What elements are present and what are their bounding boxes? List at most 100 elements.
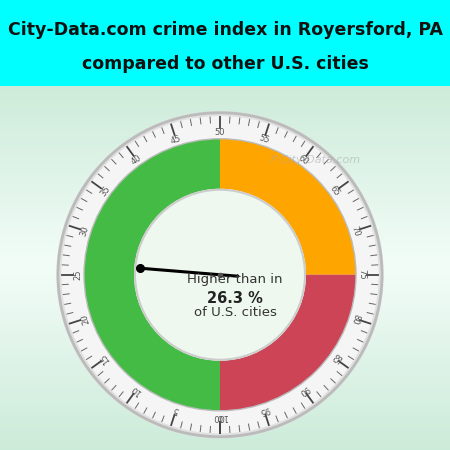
FancyBboxPatch shape <box>0 268 450 271</box>
FancyBboxPatch shape <box>0 446 450 450</box>
FancyBboxPatch shape <box>0 432 450 435</box>
FancyBboxPatch shape <box>0 108 450 111</box>
Text: 0: 0 <box>217 412 223 421</box>
FancyBboxPatch shape <box>0 424 450 428</box>
FancyBboxPatch shape <box>0 388 450 392</box>
Text: 20: 20 <box>79 312 91 325</box>
FancyBboxPatch shape <box>0 166 450 170</box>
FancyBboxPatch shape <box>0 140 450 144</box>
FancyBboxPatch shape <box>0 235 450 238</box>
FancyBboxPatch shape <box>0 330 450 333</box>
FancyBboxPatch shape <box>0 104 450 108</box>
Text: City-Data.com crime index in Royersford, PA: City-Data.com crime index in Royersford,… <box>8 21 442 39</box>
FancyBboxPatch shape <box>0 374 450 377</box>
Text: 100: 100 <box>212 412 228 421</box>
FancyBboxPatch shape <box>0 279 450 282</box>
FancyBboxPatch shape <box>0 355 450 359</box>
FancyBboxPatch shape <box>0 344 450 348</box>
FancyBboxPatch shape <box>0 286 450 290</box>
Text: 25: 25 <box>73 270 82 280</box>
Text: 35: 35 <box>99 184 112 198</box>
Text: 80: 80 <box>349 312 361 325</box>
FancyBboxPatch shape <box>0 381 450 384</box>
FancyBboxPatch shape <box>0 271 450 275</box>
FancyBboxPatch shape <box>0 177 450 180</box>
FancyBboxPatch shape <box>0 341 450 344</box>
FancyBboxPatch shape <box>0 162 450 166</box>
Circle shape <box>62 117 378 433</box>
FancyBboxPatch shape <box>0 122 450 126</box>
FancyBboxPatch shape <box>0 231 450 235</box>
FancyBboxPatch shape <box>0 442 450 446</box>
FancyBboxPatch shape <box>0 293 450 297</box>
Text: of U.S. cities: of U.S. cities <box>194 306 276 319</box>
FancyBboxPatch shape <box>0 206 450 210</box>
FancyBboxPatch shape <box>0 126 450 130</box>
FancyBboxPatch shape <box>0 297 450 301</box>
Text: Higher than in: Higher than in <box>187 273 283 286</box>
FancyBboxPatch shape <box>0 359 450 362</box>
FancyBboxPatch shape <box>0 158 450 162</box>
Text: 75: 75 <box>357 270 366 280</box>
FancyBboxPatch shape <box>0 253 450 257</box>
FancyBboxPatch shape <box>0 326 450 330</box>
Text: 95: 95 <box>257 404 270 416</box>
FancyBboxPatch shape <box>0 421 450 424</box>
FancyBboxPatch shape <box>0 115 450 118</box>
FancyBboxPatch shape <box>0 210 450 213</box>
FancyBboxPatch shape <box>0 369 450 374</box>
FancyBboxPatch shape <box>0 213 450 217</box>
FancyBboxPatch shape <box>0 100 450 104</box>
FancyBboxPatch shape <box>0 319 450 322</box>
Wedge shape <box>220 139 356 275</box>
Text: 26.3 %: 26.3 % <box>207 291 263 306</box>
FancyBboxPatch shape <box>0 184 450 188</box>
FancyBboxPatch shape <box>0 439 450 442</box>
FancyBboxPatch shape <box>0 428 450 432</box>
FancyBboxPatch shape <box>0 137 450 140</box>
FancyBboxPatch shape <box>0 148 450 151</box>
FancyBboxPatch shape <box>0 242 450 246</box>
FancyBboxPatch shape <box>0 246 450 250</box>
Text: 65: 65 <box>328 184 342 198</box>
Text: 60: 60 <box>297 153 310 166</box>
FancyBboxPatch shape <box>0 362 450 366</box>
Text: 50: 50 <box>215 128 225 137</box>
FancyBboxPatch shape <box>0 151 450 155</box>
Text: 85: 85 <box>328 351 342 365</box>
FancyBboxPatch shape <box>0 322 450 326</box>
Text: compared to other U.S. cities: compared to other U.S. cities <box>81 55 369 73</box>
FancyBboxPatch shape <box>0 173 450 177</box>
FancyBboxPatch shape <box>0 275 450 279</box>
Circle shape <box>57 112 383 438</box>
FancyBboxPatch shape <box>0 228 450 231</box>
FancyBboxPatch shape <box>0 311 450 315</box>
Text: 45: 45 <box>170 134 183 146</box>
Text: 15: 15 <box>99 351 112 365</box>
Text: ⁈ City-Data.com: ⁈ City-Data.com <box>270 155 360 165</box>
FancyBboxPatch shape <box>0 90 450 93</box>
FancyBboxPatch shape <box>0 118 450 122</box>
FancyBboxPatch shape <box>0 97 450 100</box>
Text: 40: 40 <box>130 153 144 166</box>
FancyBboxPatch shape <box>0 395 450 399</box>
Text: 30: 30 <box>79 225 91 237</box>
FancyBboxPatch shape <box>0 133 450 137</box>
FancyBboxPatch shape <box>0 337 450 341</box>
FancyBboxPatch shape <box>0 202 450 206</box>
Wedge shape <box>84 139 220 411</box>
FancyBboxPatch shape <box>0 282 450 286</box>
FancyBboxPatch shape <box>0 402 450 406</box>
FancyBboxPatch shape <box>0 301 450 304</box>
Circle shape <box>135 190 305 360</box>
Text: 70: 70 <box>349 225 361 237</box>
FancyBboxPatch shape <box>0 264 450 268</box>
FancyBboxPatch shape <box>0 261 450 264</box>
Text: 90: 90 <box>297 383 310 396</box>
FancyBboxPatch shape <box>0 414 450 417</box>
FancyBboxPatch shape <box>0 384 450 388</box>
FancyBboxPatch shape <box>0 238 450 242</box>
FancyBboxPatch shape <box>0 198 450 202</box>
FancyBboxPatch shape <box>0 410 450 414</box>
FancyBboxPatch shape <box>0 170 450 173</box>
